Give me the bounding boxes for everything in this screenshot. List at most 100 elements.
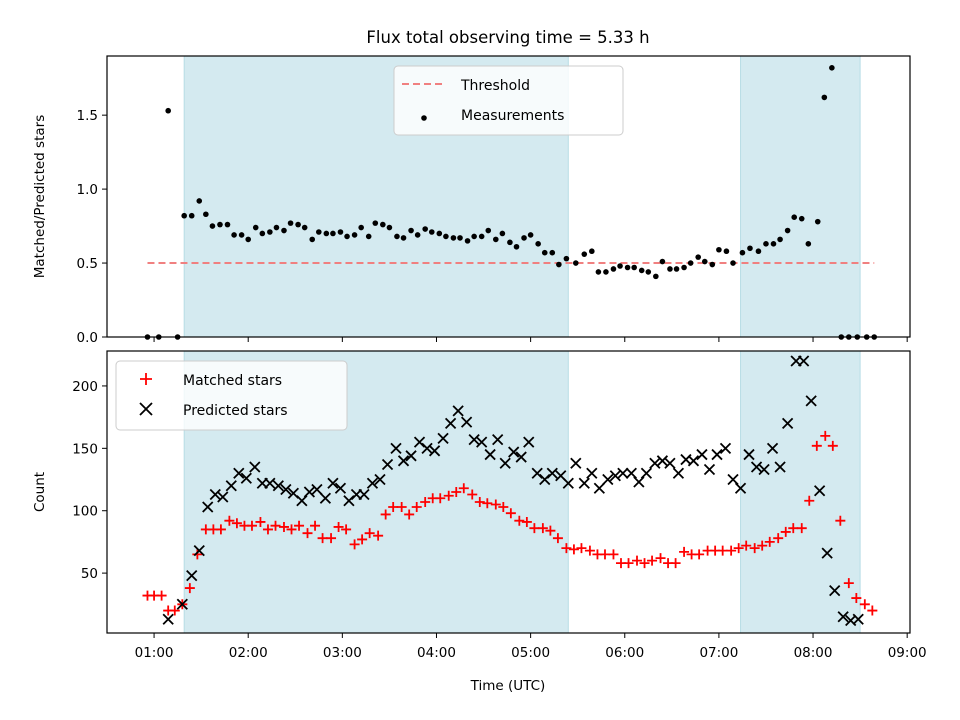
data-point bbox=[499, 230, 506, 237]
x-tick-label: 02:00 bbox=[229, 645, 268, 661]
data-point bbox=[730, 260, 736, 266]
data-point bbox=[249, 461, 261, 473]
data-point bbox=[617, 467, 629, 479]
top-panel-ticks: 0.0 0.5 1.0 1.5 bbox=[77, 108, 908, 346]
data-point bbox=[545, 525, 556, 536]
data-point bbox=[255, 516, 266, 527]
data-point bbox=[821, 547, 833, 559]
data-point bbox=[527, 232, 534, 238]
data-point bbox=[169, 605, 180, 616]
data-point bbox=[317, 533, 328, 544]
data-point bbox=[186, 569, 198, 582]
data-point bbox=[549, 249, 556, 256]
data-point bbox=[281, 227, 287, 234]
data-point bbox=[499, 457, 511, 469]
data-point bbox=[556, 261, 562, 268]
data-point bbox=[344, 233, 350, 240]
data-point bbox=[400, 235, 407, 241]
data-point bbox=[749, 543, 760, 554]
data-point bbox=[278, 521, 289, 532]
data-point bbox=[814, 218, 821, 225]
data-point bbox=[546, 467, 558, 479]
data-point bbox=[394, 233, 400, 240]
top-legend: Threshold Measurements bbox=[393, 65, 624, 136]
data-point bbox=[443, 490, 454, 501]
data-point bbox=[259, 230, 266, 237]
data-point bbox=[303, 486, 316, 498]
data-point bbox=[435, 493, 446, 504]
data-point bbox=[578, 477, 590, 489]
data-point bbox=[758, 463, 770, 476]
data-point bbox=[380, 509, 391, 520]
data-point bbox=[349, 539, 360, 550]
data-point bbox=[193, 545, 205, 557]
data-point bbox=[804, 495, 815, 506]
y-tick-label: 150 bbox=[72, 441, 98, 457]
data-point bbox=[215, 524, 226, 535]
data-point bbox=[608, 549, 619, 560]
data-point bbox=[681, 264, 687, 271]
data-point bbox=[364, 528, 375, 539]
data-point bbox=[570, 457, 582, 469]
data-point bbox=[286, 524, 297, 535]
data-point bbox=[490, 499, 501, 510]
data-point bbox=[351, 232, 358, 238]
data-point bbox=[531, 467, 543, 479]
data-point bbox=[326, 533, 337, 544]
data-point bbox=[750, 461, 763, 473]
data-point bbox=[593, 482, 605, 494]
data-point bbox=[156, 590, 167, 601]
data-point bbox=[670, 558, 681, 569]
bottom-panel: 01:00 02:00 03:00 04:00 05:00 06:00 07:00 08:00… bbox=[32, 350, 927, 661]
x-tick-label: 08:00 bbox=[794, 645, 833, 661]
data-point bbox=[428, 229, 435, 235]
data-point bbox=[609, 470, 621, 482]
data-point bbox=[739, 249, 746, 256]
data-point bbox=[563, 255, 570, 262]
data-point bbox=[330, 230, 336, 237]
data-point bbox=[584, 545, 595, 556]
data-point bbox=[829, 584, 841, 597]
data-point bbox=[667, 266, 673, 272]
data-point bbox=[422, 226, 428, 232]
data-point bbox=[784, 227, 791, 234]
data-point bbox=[655, 553, 666, 564]
data-point bbox=[813, 485, 826, 497]
data-point bbox=[603, 269, 609, 275]
data-point bbox=[343, 495, 355, 507]
data-point bbox=[733, 543, 744, 554]
data-point bbox=[337, 229, 344, 235]
data-point bbox=[188, 212, 195, 219]
data-point bbox=[310, 520, 321, 531]
data-point bbox=[535, 241, 541, 247]
data-point bbox=[474, 496, 485, 507]
data-point bbox=[640, 467, 653, 479]
legend-box bbox=[393, 65, 624, 136]
data-point bbox=[273, 224, 280, 231]
data-point bbox=[638, 267, 645, 274]
data-point bbox=[270, 520, 281, 531]
data-point bbox=[233, 467, 245, 479]
data-point bbox=[539, 473, 551, 486]
data-point bbox=[333, 521, 344, 532]
data-point bbox=[224, 515, 235, 526]
legend-marker-x bbox=[139, 402, 153, 416]
data-point bbox=[515, 451, 527, 463]
data-point bbox=[562, 477, 574, 489]
data-point bbox=[231, 232, 237, 238]
data-point bbox=[209, 488, 221, 501]
top-panel-frame bbox=[106, 55, 911, 338]
bottom-panel-ticks: 01:00 02:00 03:00 04:00 05:00 06:00 07:00 08:00… bbox=[72, 379, 926, 661]
data-point bbox=[238, 232, 245, 238]
data-point bbox=[397, 455, 410, 467]
data-point bbox=[770, 241, 777, 247]
data-point bbox=[302, 528, 313, 539]
data-point bbox=[552, 533, 563, 544]
data-point bbox=[623, 558, 634, 569]
data-point bbox=[450, 235, 457, 241]
data-point bbox=[743, 448, 755, 461]
data-point bbox=[294, 520, 305, 531]
data-point bbox=[341, 524, 352, 535]
data-point bbox=[581, 251, 588, 257]
data-point bbox=[679, 546, 690, 557]
